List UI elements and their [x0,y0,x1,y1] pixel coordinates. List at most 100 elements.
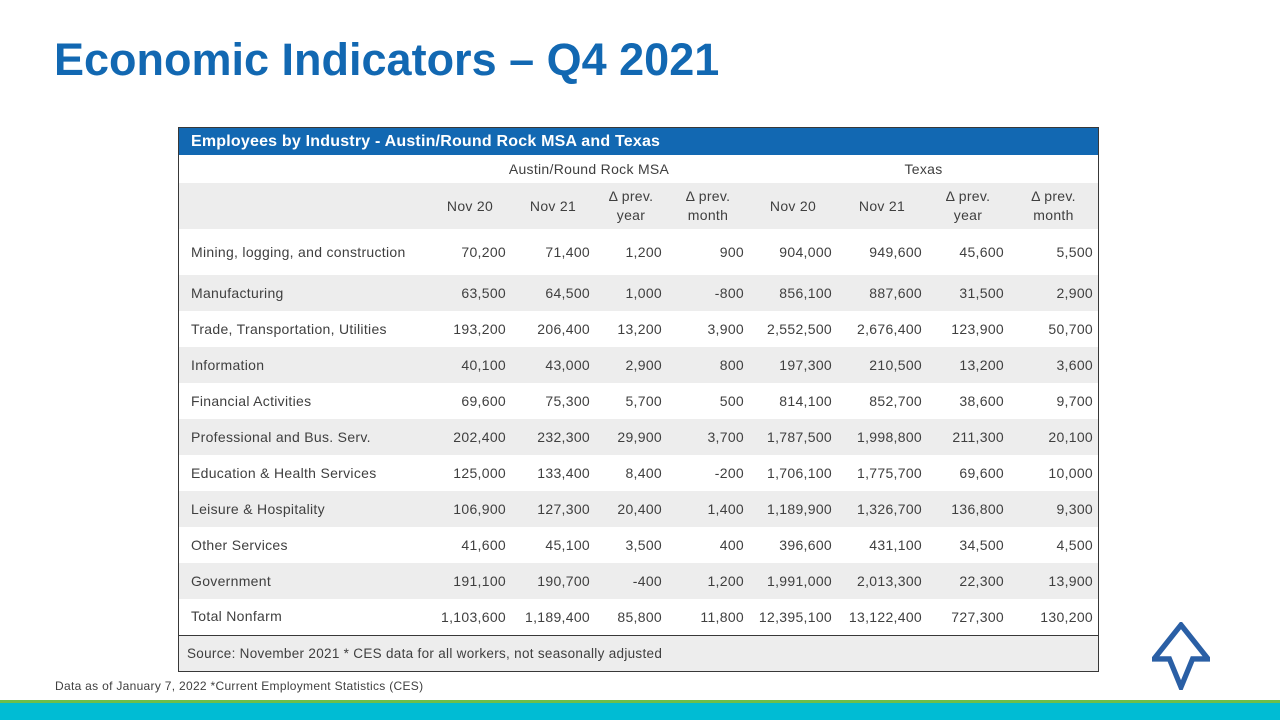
value-cell: 197,300 [749,347,837,383]
value-cell: 69,600 [927,455,1009,491]
value-cell: 814,100 [749,383,837,419]
value-cell: 34,500 [927,527,1009,563]
column-header: Δ prev. year [595,183,667,229]
column-header: Δ prev. year [927,183,1009,229]
table-row: Other Services 41,600 45,100 3,500 400 396,60… [179,527,1099,563]
value-cell: 125,000 [429,455,511,491]
value-cell: -400 [595,563,667,599]
employees-table: Employees by Industry - Austin/Round Roc… [178,127,1099,672]
employees-data-table: Austin/Round Rock MSA Texas Nov 20 Nov 21… [179,155,1099,671]
value-cell: 3,900 [667,311,749,347]
value-cell: 1,200 [595,229,667,275]
value-cell: 396,600 [749,527,837,563]
value-cell: 69,600 [429,383,511,419]
table-row: Total Nonfarm 1,103,600 1,189,400 85,800 11,… [179,599,1099,635]
value-cell: 1,000 [595,275,667,311]
value-cell: 852,700 [837,383,927,419]
column-header: Δ prev. month [667,183,749,229]
bottom-cyan-bar [0,703,1280,720]
value-cell: 38,600 [927,383,1009,419]
value-cell: 11,800 [667,599,749,635]
value-cell: 202,400 [429,419,511,455]
value-cell: 50,700 [1009,311,1099,347]
value-cell: 12,395,100 [749,599,837,635]
value-cell: 904,000 [749,229,837,275]
value-cell: 856,100 [749,275,837,311]
value-cell: 400 [667,527,749,563]
value-cell: 4,500 [1009,527,1099,563]
value-cell: 431,100 [837,527,927,563]
value-cell: 1,775,700 [837,455,927,491]
north-arrow-logo [1152,622,1210,690]
table-row: Leisure & Hospitality 106,900 127,300 20,40… [179,491,1099,527]
value-cell: 2,900 [1009,275,1099,311]
value-cell: 191,100 [429,563,511,599]
table-row: Government 191,100 190,700 -400 1,200 1,991,0… [179,563,1099,599]
value-cell: 1,400 [667,491,749,527]
value-cell: 71,400 [511,229,595,275]
table-row: Financial Activities 69,600 75,300 5,700 500… [179,383,1099,419]
table-row: Professional and Bus. Serv. 202,400 232,30… [179,419,1099,455]
value-cell: 2,013,300 [837,563,927,599]
industry-label: Manufacturing [179,275,429,311]
value-cell: 136,800 [927,491,1009,527]
value-cell: 2,552,500 [749,311,837,347]
value-cell: 40,100 [429,347,511,383]
table-row: Trade, Transportation, Utilities 193,200 2… [179,311,1099,347]
value-cell: 85,800 [595,599,667,635]
value-cell: 20,400 [595,491,667,527]
value-cell: 127,300 [511,491,595,527]
value-cell: 106,900 [429,491,511,527]
value-cell: 63,500 [429,275,511,311]
slide-title: Economic Indicators – Q4 2021 [54,34,720,85]
empty-corner-cell [179,155,429,183]
value-cell: 1,706,100 [749,455,837,491]
industry-label: Mining, logging, and construction [179,229,429,275]
table-row: Manufacturing 63,500 64,500 1,000 -800 856,10… [179,275,1099,311]
value-cell: 29,900 [595,419,667,455]
value-cell: 2,676,400 [837,311,927,347]
industry-label: Professional and Bus. Serv. [179,419,429,455]
industry-label: Education & Health Services [179,455,429,491]
value-cell: 43,000 [511,347,595,383]
value-cell: 45,100 [511,527,595,563]
region-group-texas: Texas [749,155,1099,183]
value-cell: 206,400 [511,311,595,347]
column-header: Nov 20 [429,183,511,229]
value-cell: 1,200 [667,563,749,599]
value-cell: 887,600 [837,275,927,311]
value-cell: 20,100 [1009,419,1099,455]
value-cell: 13,122,400 [837,599,927,635]
value-cell: 64,500 [511,275,595,311]
table-row: Information 40,100 43,000 2,900 800 197,300 21… [179,347,1099,383]
value-cell: 5,700 [595,383,667,419]
value-cell: -800 [667,275,749,311]
data-as-of-footnote: Data as of January 7, 2022 *Current Empl… [55,679,424,693]
value-cell: 31,500 [927,275,1009,311]
value-cell: 8,400 [595,455,667,491]
value-cell: 727,300 [927,599,1009,635]
source-text: Source: November 2021 * CES data for all… [179,634,1099,671]
value-cell: 1,326,700 [837,491,927,527]
empty-header-cell [179,183,429,229]
table-body: Mining, logging, and construction 70,200 7… [179,229,1099,671]
industry-label: Other Services [179,527,429,563]
column-header: Nov 21 [511,183,595,229]
value-cell: 10,000 [1009,455,1099,491]
industry-label: Financial Activities [179,383,429,419]
value-cell: 5,500 [1009,229,1099,275]
industry-label: Trade, Transportation, Utilities [179,311,429,347]
industry-label: Information [179,347,429,383]
value-cell: 13,900 [1009,563,1099,599]
value-cell: 9,300 [1009,491,1099,527]
value-cell: 13,200 [927,347,1009,383]
source-row: Source: November 2021 * CES data for all… [179,634,1099,671]
value-cell: 3,600 [1009,347,1099,383]
value-cell: 45,600 [927,229,1009,275]
value-cell: 900 [667,229,749,275]
industry-label: Leisure & Hospitality [179,491,429,527]
value-cell: 193,200 [429,311,511,347]
value-cell: 1,189,900 [749,491,837,527]
value-cell: 1,103,600 [429,599,511,635]
value-cell: 1,998,800 [837,419,927,455]
